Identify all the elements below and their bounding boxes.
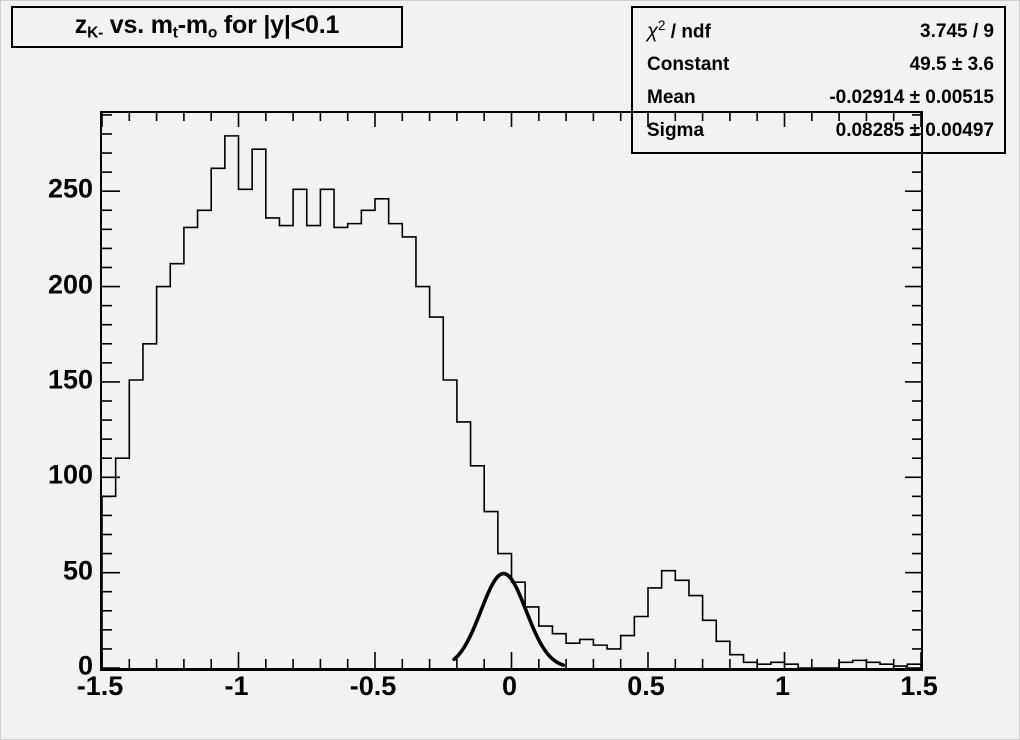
y-axis-labels: 0 50 100 150 200 250 <box>19 111 93 681</box>
stats-value-constant: 49.5 ± 3.6 <box>909 54 994 76</box>
stats-label-chi2: χ2 / ndf <box>647 18 711 43</box>
y-tick-label-4: 200 <box>47 269 93 300</box>
fit-stats-box: χ2 / ndf 3.745 / 9 Constant 49.5 ± 3.6 M… <box>631 6 1006 154</box>
x-tick-label-5: 1 <box>774 671 791 701</box>
stats-label-constant: Constant <box>647 54 730 76</box>
gaussian-fit-curve <box>452 571 566 667</box>
title-part-3: -m <box>177 11 208 40</box>
y-tick-label-0: 0 <box>77 650 93 681</box>
x-axis-labels: -1.5 -1 -0.5 0 0.5 1 1.5 <box>77 671 938 711</box>
y-tick-label-2: 100 <box>47 459 93 490</box>
stats-label-mean: Mean <box>647 87 696 109</box>
title-part-2: vs. m <box>103 11 173 40</box>
stats-row-sigma: Sigma 0.08285 ± 0.00497 <box>647 120 994 142</box>
x-tick-label-0: -1.5 <box>76 671 124 701</box>
x-tick-label-3: 0 <box>501 671 518 701</box>
title-sub-2: t <box>172 24 178 42</box>
histogram-plot <box>102 113 921 668</box>
axis-ticks <box>102 113 921 668</box>
stats-value-chi2: 3.745 / 9 <box>920 21 994 43</box>
title-sub-3: o <box>207 24 218 42</box>
y-tick-label-5: 250 <box>47 173 93 204</box>
x-tick-label-2: -0.5 <box>349 671 397 701</box>
stats-value-mean: -0.02914 ± 0.00515 <box>829 87 994 109</box>
title-part-1: z <box>74 11 88 40</box>
title-sub-1: K- <box>87 24 104 42</box>
stats-row-constant: Constant 49.5 ± 3.6 <box>647 54 994 76</box>
chi-rest-label: / ndf <box>665 21 711 43</box>
page-title: zK- vs. mt-mo for |y|<0.1 <box>74 11 340 42</box>
stats-value-sigma: 0.08285 ± 0.00497 <box>835 120 994 142</box>
x-tick-label-4: 0.5 <box>627 671 665 701</box>
x-tick-label-6: 1.5 <box>900 671 938 701</box>
chi-glyph: χ <box>647 20 658 43</box>
stats-label-sigma: Sigma <box>647 120 705 142</box>
y-tick-label-1: 50 <box>62 555 93 586</box>
y-tick-label-3: 150 <box>47 364 93 395</box>
plot-title-box: zK- vs. mt-mo for |y|<0.1 <box>11 6 403 48</box>
plot-frame <box>100 111 923 671</box>
chi-superscript: 2 <box>657 17 666 33</box>
stats-row-chi2: χ2 / ndf 3.745 / 9 <box>647 18 994 43</box>
title-part-4: for |y|<0.1 <box>217 11 340 40</box>
histogram-steps <box>102 135 921 668</box>
stats-row-mean: Mean -0.02914 ± 0.00515 <box>647 87 994 109</box>
x-tick-label-1: -1 <box>224 671 249 701</box>
